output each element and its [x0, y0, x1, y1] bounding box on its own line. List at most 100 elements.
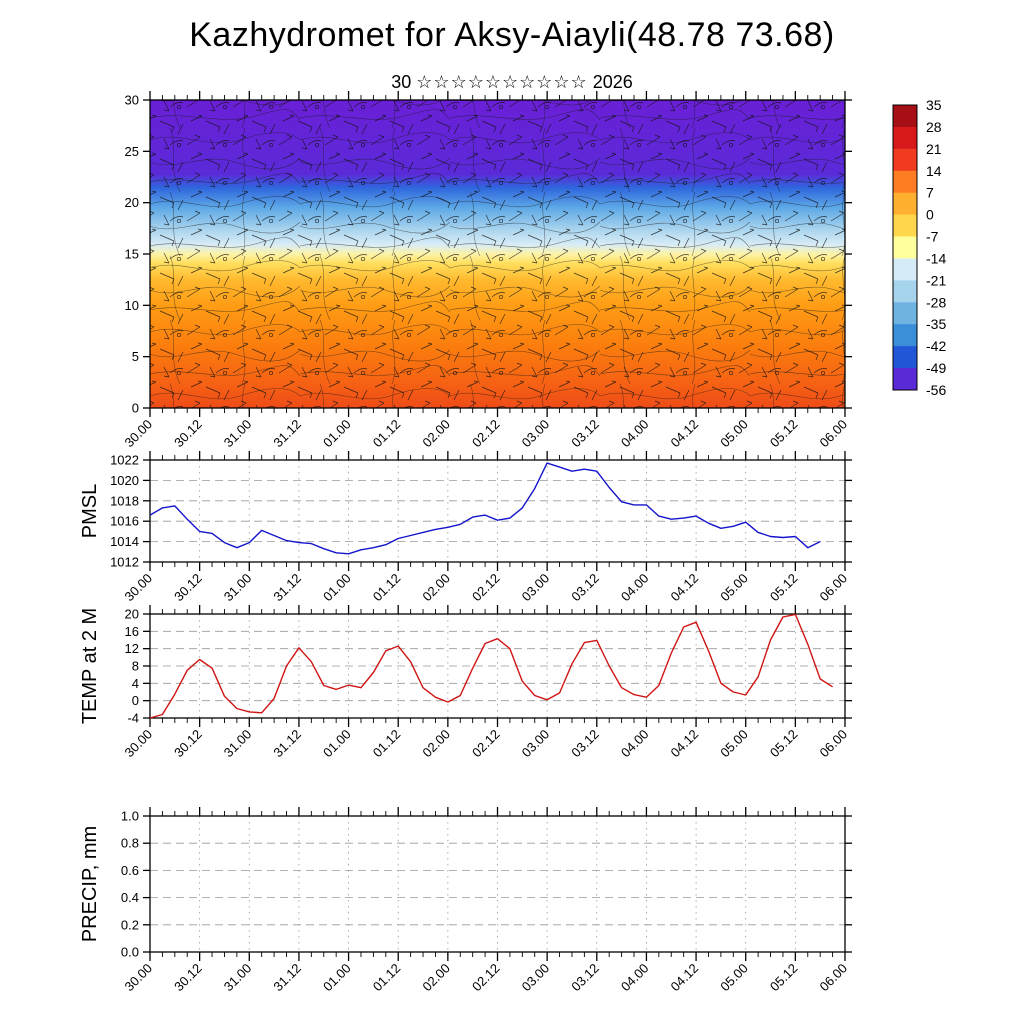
pmsl-panel: 1012 1014 1016 1018 1020 1022 30.00 30.12 31.00 3…: [110, 451, 852, 604]
y-tick-label: -4: [127, 711, 139, 726]
pmsl-axis-label: PMSL: [79, 484, 101, 538]
x-tick-label: 05.12: [767, 961, 801, 995]
x-tick-label: 30.12: [171, 727, 205, 761]
x-tick-label: 03.00: [519, 727, 553, 761]
colorbar-band: [893, 302, 917, 325]
x-tick-label: 03.00: [519, 961, 553, 995]
y-tick-label: 0.0: [121, 945, 139, 960]
x-tick-label: 01.12: [370, 727, 404, 761]
y-tick-label: 30: [125, 93, 139, 108]
colorbar-tick-label: 28: [926, 119, 942, 135]
x-tick-label: 31.12: [270, 571, 304, 605]
y-tick-label: 0.4: [121, 890, 139, 905]
x-tick-label: 03.12: [568, 417, 602, 451]
x-tick-label: 01.12: [370, 571, 404, 605]
x-tick-label: 01.00: [320, 961, 354, 995]
x-tick-label: 02.12: [469, 727, 503, 761]
y-tick-label: 1014: [110, 534, 139, 549]
x-tick-label: 01.00: [320, 571, 354, 605]
x-tick-label: 05.12: [767, 417, 801, 451]
x-tick-label: 05.00: [717, 417, 751, 451]
colorbar-band: [893, 126, 917, 150]
y-tick-label: 10: [125, 298, 139, 313]
y-tick-label: 4: [132, 676, 139, 691]
x-tick-label: 02.12: [469, 571, 503, 605]
x-tick-label: 02.00: [419, 727, 453, 761]
colorbar-tick-label: 7: [926, 185, 934, 201]
x-tick-label: 30.12: [171, 961, 205, 995]
x-tick-label: 30.00: [122, 571, 156, 605]
x-tick-label: 31.00: [221, 727, 255, 761]
y-tick-label: 0.8: [121, 836, 139, 851]
pmsl-series-line: [149, 462, 821, 555]
colorbar-frame: [892, 104, 918, 391]
date-stars: ☆☆☆☆☆☆☆☆☆☆: [416, 72, 588, 92]
y-tick-label: 0: [132, 401, 139, 416]
x-tick-label: 06.00: [817, 961, 851, 995]
precip-panel: 0.0 0.2 0.4 0.6 0.8 1.0 30.00 30.12 31.00 31.12 01…: [121, 807, 852, 994]
x-tick-label: 03.12: [568, 961, 602, 995]
colorbar-tick-label: -56: [926, 382, 946, 398]
colorbar-tick-label: -35: [926, 316, 946, 332]
date-year: 2026: [592, 72, 633, 92]
colorbar-band: [893, 324, 917, 347]
cross-section-panel: 0 5 10 15 20 25 30 30.00 30.12 31.00 31.12 01.00 01.…: [122, 91, 852, 450]
colorbar-band: [893, 258, 917, 281]
plot-frame: [149, 815, 846, 953]
x-tick-label: 04.12: [668, 727, 702, 761]
y-tick-label: 15: [125, 247, 139, 262]
temp2m-series-line: [149, 613, 833, 719]
y-tick-label: 0.6: [121, 863, 139, 878]
y-tick-label: 0: [132, 693, 139, 708]
page-title: Kazhydromet for Aksy-Aiayli(48.78 73.68): [189, 16, 835, 54]
x-tick-label: 30.00: [122, 727, 156, 761]
x-tick-label: 03.00: [519, 417, 553, 451]
wind-barbs-overlay: [150, 100, 845, 408]
colorbar-tick-label: 21: [926, 141, 942, 157]
x-tick-label: 31.00: [221, 417, 255, 451]
x-tick-label: 03.00: [519, 571, 553, 605]
x-tick-label: 02.00: [419, 961, 453, 995]
date-line: 30 ☆☆☆☆☆☆☆☆☆☆ 2026: [0, 72, 1024, 93]
x-tick-label: 01.00: [320, 417, 354, 451]
y-tick-label: 1022: [110, 453, 139, 468]
x-tick-label: 03.12: [568, 571, 602, 605]
x-tick-label: 31.12: [270, 417, 304, 451]
x-tick-label: 02.12: [469, 417, 503, 451]
colorbar-band: [893, 214, 917, 238]
y-tick-label: 1020: [110, 473, 139, 488]
y-tick-label: 12: [125, 641, 139, 656]
y-tick-label: 1016: [110, 514, 139, 529]
precip-axis-label: PRECIP, mm: [79, 826, 101, 942]
x-tick-label: 30.00: [122, 961, 156, 995]
x-tick-label: 06.00: [817, 571, 851, 605]
temperature-colorbar: 35 28 21 14 7 0 -7 -14 -21 -28 -35 -42 -49 -56: [892, 97, 946, 398]
x-tick-label: 04.00: [618, 571, 652, 605]
x-tick-label: 31.00: [221, 571, 255, 605]
colorbar-band: [893, 170, 917, 194]
colorbar-tick-label: 0: [926, 207, 934, 223]
x-tick-label: 05.00: [717, 571, 751, 605]
y-tick-label: 1018: [110, 493, 139, 508]
x-tick-label: 02.12: [469, 961, 503, 995]
x-tick-label: 04.12: [668, 961, 702, 995]
y-tick-label: 1012: [110, 555, 139, 570]
colorbar-tick-label: 35: [926, 97, 942, 113]
y-tick-label: 20: [125, 195, 139, 210]
colorbar-band: [893, 105, 917, 128]
colorbar-band: [893, 368, 917, 391]
colorbar-tick-label: -49: [926, 360, 946, 376]
x-tick-label: 06.00: [817, 727, 851, 761]
x-tick-label: 31.12: [270, 727, 304, 761]
y-tick-label: 0.2: [121, 917, 139, 932]
colorbar-band: [893, 192, 917, 216]
x-tick-label: 05.00: [717, 727, 751, 761]
x-tick-label: 30.12: [171, 417, 205, 451]
temp2m-axis-label: TEMP at 2 M: [79, 608, 101, 724]
x-tick-label: 30.12: [171, 571, 205, 605]
date-day: 30: [391, 72, 412, 92]
x-tick-label: 03.12: [568, 727, 602, 761]
x-tick-label: 05.12: [767, 571, 801, 605]
y-tick-label: 20: [125, 607, 139, 622]
